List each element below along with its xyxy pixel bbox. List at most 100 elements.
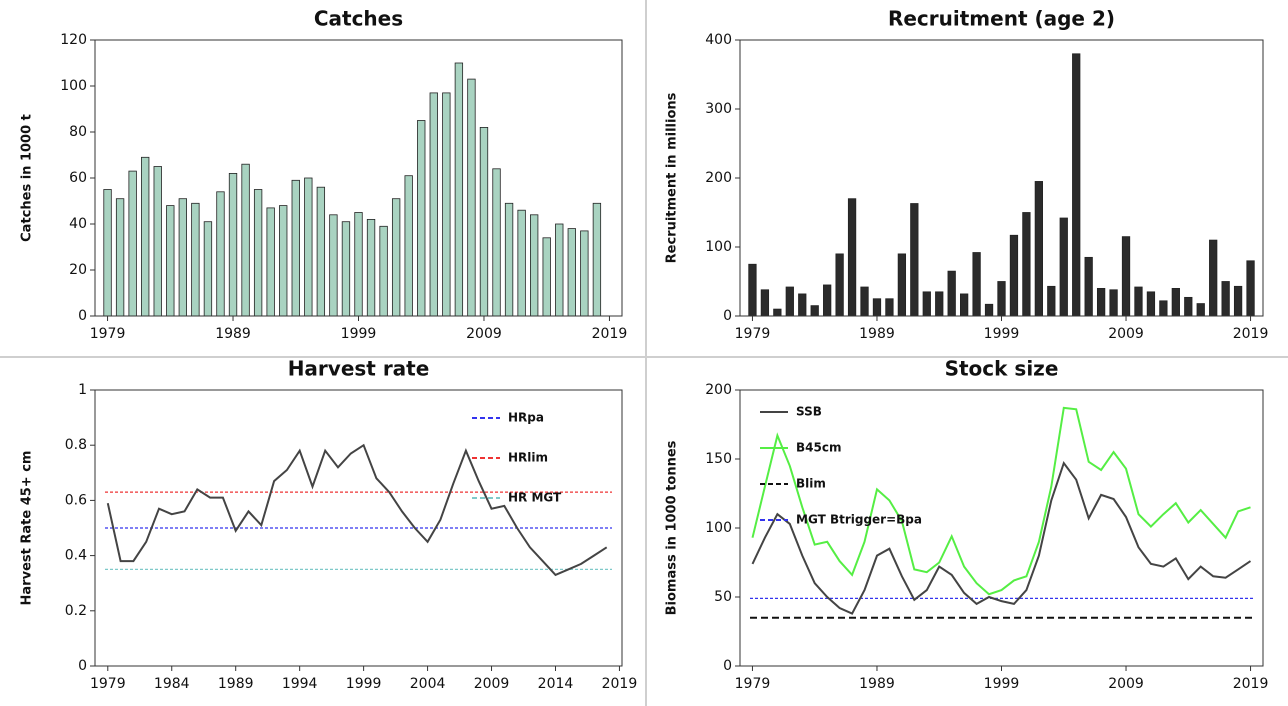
bar (1059, 217, 1068, 317)
bar (517, 209, 526, 317)
x-tick-label: 1979 (90, 676, 126, 692)
y-tick-label: 100 (705, 239, 732, 255)
y-axis-label: Catches in 1000 t (20, 114, 35, 242)
x-tick-label: 1979 (90, 326, 126, 342)
bar (872, 298, 882, 317)
bar (253, 189, 263, 317)
y-axis-label: Biomass in 1000 tonnes (665, 440, 680, 615)
bar (1009, 234, 1019, 317)
y-tick-label: 0.4 (65, 548, 87, 564)
y-tick-label: 0 (723, 308, 732, 324)
bar (1121, 236, 1131, 317)
bar (984, 303, 994, 317)
legend-label: SSB (796, 405, 822, 419)
y-tick-label: 0 (78, 658, 87, 674)
bar (379, 225, 388, 317)
bar (960, 293, 969, 317)
y-axis-label: Harvest Rate 45+ cm (20, 451, 35, 606)
chart-title: Harvest rate (288, 357, 430, 381)
bar (417, 120, 426, 317)
bar (1221, 281, 1230, 317)
legend-label: MGT Btrigger=Bpa (796, 513, 922, 527)
bar (785, 286, 794, 317)
bar (1022, 212, 1031, 317)
bar (492, 168, 501, 317)
x-tick-label: 1999 (984, 326, 1020, 342)
x-tick-label: 2009 (1108, 326, 1144, 342)
bar (228, 172, 238, 317)
line-series (751, 406, 1251, 596)
chart-title: Catches (314, 7, 403, 31)
bar (479, 127, 489, 317)
y-tick-label: 0 (723, 658, 732, 674)
x-tick-label: 1994 (282, 676, 318, 692)
bar (910, 203, 919, 317)
bar (1196, 303, 1205, 317)
bar (166, 205, 175, 317)
bar (1209, 239, 1218, 317)
bar (555, 223, 564, 317)
bar (760, 289, 770, 317)
bar (153, 166, 162, 317)
x-tick-label: 2019 (602, 676, 638, 692)
y-tick-label: 60 (69, 170, 87, 186)
bar (1233, 285, 1243, 317)
bar (835, 253, 844, 317)
bar (1072, 53, 1081, 317)
y-tick-label: 0.8 (65, 437, 87, 453)
bar (1159, 300, 1168, 317)
bar (798, 293, 807, 317)
bar (316, 186, 326, 317)
bar (972, 252, 981, 317)
bar (504, 202, 514, 317)
y-tick-label: 0.6 (65, 492, 87, 508)
bar (1034, 181, 1043, 317)
x-tick-label: 1989 (859, 676, 895, 692)
bar (291, 179, 300, 317)
x-tick-label: 2009 (1108, 676, 1144, 692)
bar (1096, 287, 1106, 317)
bar (1134, 286, 1143, 317)
x-tick-label: 1989 (859, 326, 895, 342)
y-tick-label: 400 (705, 32, 732, 48)
bar (279, 205, 288, 317)
x-tick-label: 2004 (410, 676, 446, 692)
bar (947, 270, 956, 317)
x-tick-label: 2014 (538, 676, 574, 692)
bar (429, 92, 438, 317)
plot-frame (739, 389, 1264, 667)
x-tick-label: 1984 (154, 676, 190, 692)
bar (341, 221, 351, 317)
bar (366, 218, 376, 317)
bar (847, 198, 857, 317)
plot-frame (94, 389, 623, 667)
x-tick-label: 1989 (215, 326, 251, 342)
bar (266, 207, 275, 317)
legend-label: HRpa (508, 411, 544, 425)
x-tick-label: 2019 (592, 326, 628, 342)
bar (467, 78, 476, 317)
bar (103, 189, 112, 317)
x-tick-label: 1999 (984, 676, 1020, 692)
y-tick-label: 150 (705, 451, 732, 467)
bar (203, 221, 213, 317)
bar (1184, 296, 1193, 317)
chart-title: Recruitment (age 2) (888, 7, 1115, 31)
bar (241, 163, 250, 317)
bar (748, 263, 757, 317)
bar (530, 214, 539, 317)
x-tick-label: 1979 (735, 676, 771, 692)
x-tick-label: 1979 (735, 326, 771, 342)
y-tick-label: 50 (714, 589, 732, 605)
x-tick-label: 1999 (341, 326, 377, 342)
bar (329, 214, 338, 317)
bar (141, 156, 150, 317)
bar (567, 228, 576, 317)
x-tick-label: 1999 (346, 676, 382, 692)
bar (404, 175, 413, 317)
bar (592, 202, 602, 317)
x-tick-label: 1989 (218, 676, 254, 692)
bar (191, 202, 200, 317)
bar (823, 284, 832, 317)
